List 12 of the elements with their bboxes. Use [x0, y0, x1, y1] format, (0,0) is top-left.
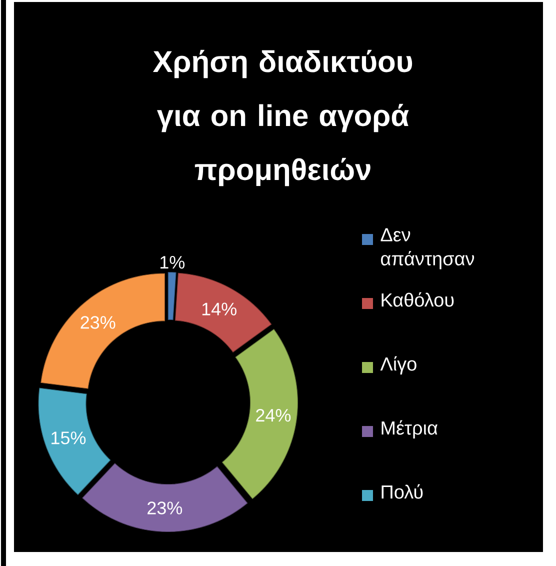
chart-title: Χρήση διαδικτύου για on line αγορά προμηθειών [152, 50, 412, 186]
data-label: 24% [256, 408, 291, 422]
data-label: 1% [160, 256, 185, 269]
data-label: 23% [148, 502, 182, 514]
data-label: 15% [52, 432, 86, 444]
data-label: 14% [202, 302, 236, 316]
legend-label: Μέτρια [382, 420, 438, 438]
data-label: 23% [80, 316, 116, 329]
legend-label: Δεν απάντησαν [380, 228, 474, 270]
legend-label: Πολύ [382, 484, 423, 499]
legend-label: Καθόλου [382, 292, 454, 307]
legend-label: Λίγο [380, 356, 416, 374]
